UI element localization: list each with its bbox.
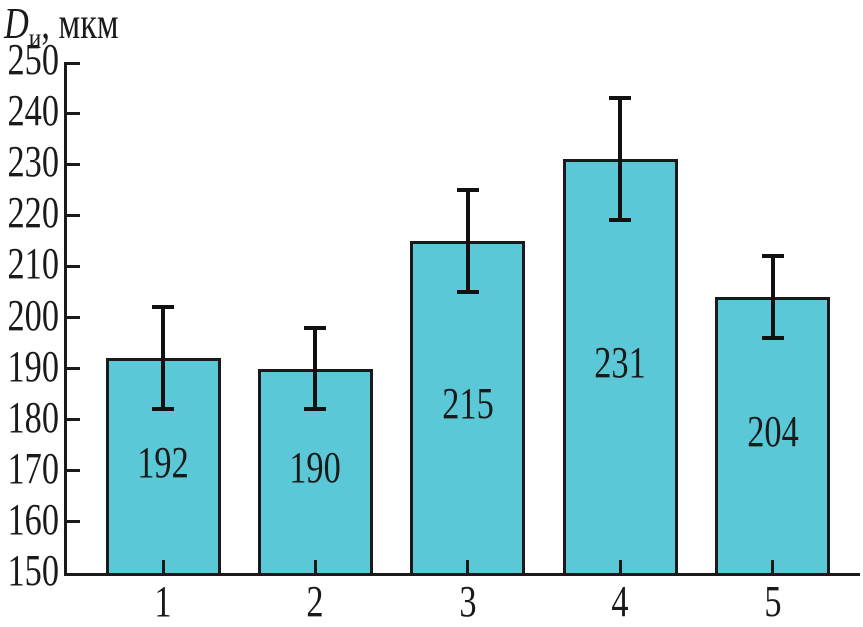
y-tick bbox=[67, 162, 80, 166]
y-tick-label: 190 bbox=[7, 341, 59, 391]
y-tick-label: 150 bbox=[7, 546, 59, 595]
x-tick bbox=[466, 560, 470, 573]
y-tick bbox=[67, 520, 80, 524]
error-bar-line bbox=[618, 97, 623, 221]
y-tick-label: 220 bbox=[7, 188, 59, 238]
y-tick-label: 180 bbox=[7, 392, 59, 442]
x-axis-line bbox=[64, 573, 860, 576]
error-bar-cap-bottom bbox=[304, 407, 327, 412]
x-tick bbox=[618, 560, 622, 573]
y-axis-symbol: D bbox=[4, 0, 29, 48]
x-tick-label: 4 bbox=[611, 577, 629, 626]
error-bar-cap-bottom bbox=[761, 335, 784, 340]
error-bar-cap-top bbox=[456, 187, 479, 192]
y-tick-label: 200 bbox=[7, 290, 59, 340]
error-bar-line bbox=[161, 307, 165, 410]
bar-value-label: 215 bbox=[442, 378, 494, 428]
y-tick bbox=[67, 367, 80, 371]
y-tick-label: 160 bbox=[7, 494, 59, 544]
y-tick bbox=[67, 418, 80, 422]
error-bar-cap-bottom bbox=[456, 289, 479, 294]
error-bar-cap-bottom bbox=[609, 218, 632, 223]
y-tick-label: 170 bbox=[7, 443, 59, 493]
error-bar-cap-top bbox=[152, 305, 174, 310]
error-bar-cap-top bbox=[304, 325, 327, 330]
bar-value-label: 192 bbox=[137, 437, 189, 487]
y-tick-label: 240 bbox=[7, 86, 59, 136]
x-tick-label: 1 bbox=[154, 577, 172, 626]
y-axis-subscript: и bbox=[28, 21, 42, 55]
x-tick bbox=[161, 560, 165, 573]
y-axis-unit: , мкм bbox=[41, 0, 119, 48]
bar bbox=[715, 297, 831, 573]
y-tick bbox=[67, 264, 80, 268]
bar-value-label: 231 bbox=[594, 338, 646, 388]
y-tick-label: 250 bbox=[7, 35, 59, 84]
error-bar-line bbox=[770, 256, 775, 338]
bar-value-label: 190 bbox=[289, 442, 342, 492]
y-tick bbox=[67, 469, 80, 473]
y-axis-line bbox=[64, 62, 67, 576]
y-axis-title: Dи, мкм bbox=[4, 0, 151, 53]
error-bar-cap-top bbox=[761, 254, 784, 259]
y-tick bbox=[67, 213, 80, 217]
error-bar-cap-bottom bbox=[152, 407, 174, 412]
error-bar-cap-top bbox=[609, 95, 632, 100]
y-tick bbox=[67, 62, 80, 65]
bar bbox=[410, 240, 526, 573]
error-bar-line bbox=[465, 189, 470, 292]
x-tick-label: 5 bbox=[764, 577, 782, 626]
bar-value-label: 204 bbox=[746, 407, 799, 457]
y-tick-label: 210 bbox=[7, 239, 59, 289]
y-tick-label: 230 bbox=[7, 137, 59, 187]
x-tick bbox=[771, 560, 775, 573]
y-tick bbox=[67, 111, 80, 115]
x-tick-label: 3 bbox=[459, 577, 477, 626]
plot-area: 150 160 170 180 190 200 210 220 230 240 250 192 1 190… bbox=[8, 38, 860, 624]
x-tick-label: 2 bbox=[306, 577, 324, 626]
y-tick bbox=[67, 316, 80, 319]
x-tick bbox=[313, 560, 317, 573]
error-bar-line bbox=[313, 327, 318, 410]
